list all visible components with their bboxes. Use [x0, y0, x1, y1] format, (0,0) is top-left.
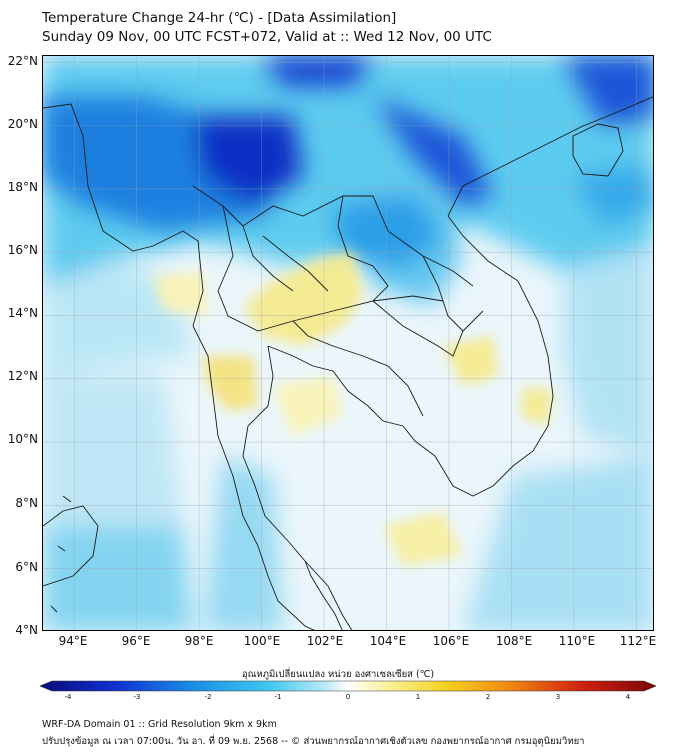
lon-label: 108°E — [495, 634, 533, 648]
colorbar-tick: -3 — [133, 693, 141, 701]
lat-label: 20°N — [7, 117, 38, 131]
colorbar-tick: 1 — [415, 693, 421, 701]
lon-label: 96°E — [121, 634, 151, 648]
colorbar-tick: -1 — [274, 693, 282, 701]
chart-subtitle: Sunday 09 Nov, 00 UTC FCST+072, Valid at… — [42, 29, 492, 45]
lat-label: 14°N — [7, 306, 38, 320]
lat-label: 18°N — [7, 180, 38, 194]
grid-lines — [43, 56, 653, 630]
colorbar-tick: -4 — [64, 693, 72, 701]
footer-model-info: WRF-DA Domain 01 :: Grid Resolution 9km … — [42, 719, 277, 730]
lat-label: 10°N — [7, 432, 38, 446]
lon-label: 94°E — [58, 634, 88, 648]
map-canvas — [43, 56, 653, 630]
lon-label: 112°E — [619, 634, 657, 648]
lon-label: 100°E — [243, 634, 281, 648]
colorbar-tick: 2 — [485, 693, 491, 701]
temperature-change-map[interactable] — [42, 55, 654, 631]
lat-label: 12°N — [7, 369, 38, 383]
lon-label: 98°E — [184, 634, 214, 648]
field-layer — [43, 56, 653, 630]
colorbar-tick: 0 — [345, 693, 351, 701]
lat-label: 6°N — [15, 560, 38, 574]
colorbar-fill — [40, 680, 656, 692]
footer-credit: ปรับปรุงข้อมูล ณ เวลา 07:00น. วัน อา. ที… — [42, 736, 585, 747]
chart-title: Temperature Change 24-hr (℃) - [Data Ass… — [42, 10, 397, 26]
lat-label: 8°N — [15, 496, 38, 510]
lat-label: 4°N — [15, 623, 38, 637]
colorbar — [40, 680, 656, 692]
lat-label: 22°N — [7, 54, 38, 68]
lon-label: 102°E — [306, 634, 344, 648]
colorbar-tick: 3 — [555, 693, 561, 701]
colorbar-label: อุณหภูมิเปลี่ยนแปลง หน่วย องศาเซลเซียส (… — [241, 669, 435, 680]
lon-label: 110°E — [558, 634, 596, 648]
lon-label: 104°E — [369, 634, 407, 648]
coastline-borders — [43, 96, 653, 630]
colorbar-tick: -2 — [204, 693, 212, 701]
colorbar-tick: 4 — [625, 693, 631, 701]
lat-label: 16°N — [7, 243, 38, 257]
lon-label: 106°E — [432, 634, 470, 648]
